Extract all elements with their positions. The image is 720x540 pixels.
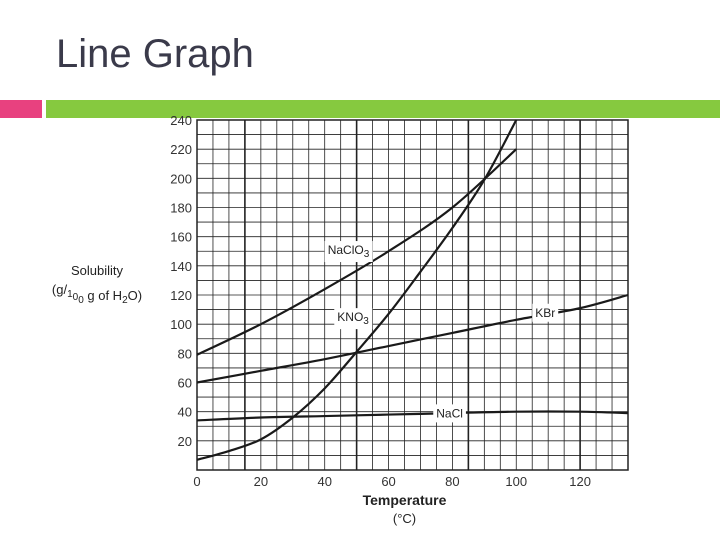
series-label-kno3: KNO3 [337, 310, 369, 327]
x-tick-label: 60 [381, 474, 395, 489]
series-label-naclo3: NaClO3 [328, 243, 370, 260]
y-tick-label: 60 [178, 376, 192, 391]
y-tick-label: 80 [178, 346, 192, 361]
y-tick-label: 220 [170, 142, 192, 157]
series-label-nacl: NaCl [436, 406, 463, 420]
x-tick-label: 100 [505, 474, 527, 489]
x-tick-label: 0 [193, 474, 200, 489]
series-line-naclo3 [196, 148, 518, 356]
series-label-bg [334, 308, 373, 330]
y-tick-label: 200 [170, 171, 192, 186]
x-tick-label: 80 [445, 474, 459, 489]
series-label-bg [324, 241, 373, 263]
y-tick-label: 180 [170, 201, 192, 216]
series-line-nacl [196, 410, 629, 422]
x-axis-label: Temperature [363, 492, 447, 508]
chart-series [196, 119, 629, 461]
chart-ticks: 20 40 60 80 100 120 140 160 180 200 220 240 0 20 40 60 8… [170, 113, 591, 489]
x-tick-label: 20 [254, 474, 268, 489]
y-tick-label: 160 [170, 230, 192, 245]
y-tick-label: 240 [170, 113, 192, 128]
slide-title: Line Graph [56, 32, 254, 76]
x-tick-label: 120 [569, 474, 591, 489]
series-label-bg [433, 404, 466, 423]
y-tick-label: 20 [178, 434, 192, 449]
y-tick-label: 140 [170, 259, 192, 274]
y-axis-label: Solubility [71, 263, 124, 278]
accent-bar-green [46, 100, 720, 118]
y-tick-label: 100 [170, 317, 192, 332]
y-tick-label: 120 [170, 288, 192, 303]
accent-bar-pink [0, 100, 42, 118]
series-label-bg [532, 303, 559, 322]
chart-labels: NaClO3 KNO3 KBr NaCl Temperature (°C) Solubili… [52, 241, 559, 526]
series-line-kbr [196, 293, 629, 384]
x-axis-unit: (°C) [393, 511, 416, 526]
series-label-kbr: KBr [535, 306, 555, 320]
x-tick-label: 40 [317, 474, 331, 489]
y-axis-unit: (g/100 g of H2O) [52, 282, 142, 306]
y-tick-label: 40 [178, 405, 192, 420]
